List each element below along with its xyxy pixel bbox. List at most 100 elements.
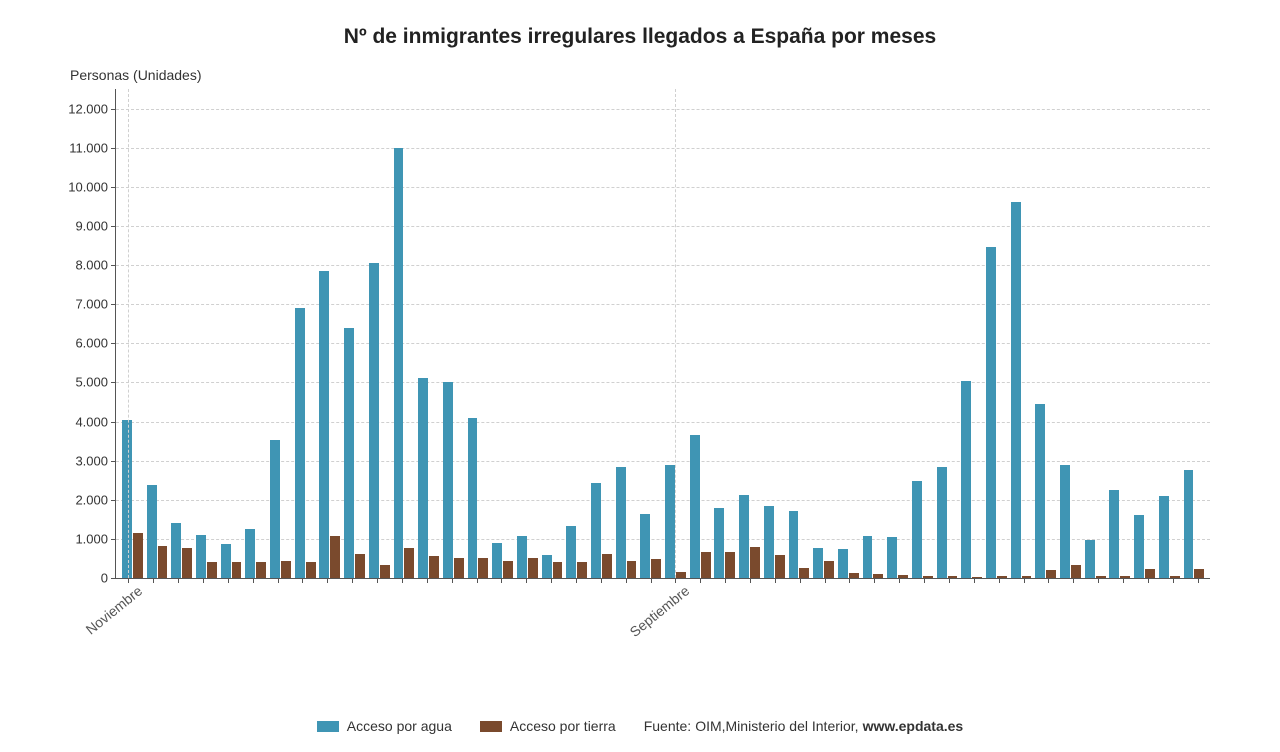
bar-tierra [454, 558, 464, 578]
month-group [762, 89, 787, 578]
bar-tierra [1170, 576, 1180, 578]
month-group [737, 89, 762, 578]
bar-tierra [553, 562, 563, 578]
xtick-mark [949, 578, 950, 583]
bar-agua [616, 467, 626, 578]
bar-tierra [158, 546, 168, 578]
bar-tierra [1120, 576, 1130, 578]
xtick-mark [551, 578, 552, 583]
chart-title: Nº de inmigrantes irregulares llegados a… [70, 25, 1210, 49]
bar-agua [764, 506, 774, 578]
bar-tierra [1145, 569, 1155, 578]
bar-agua [221, 544, 231, 578]
xtick-mark [178, 578, 179, 583]
xtick-mark [1123, 578, 1124, 583]
ytick-label: 5.000 [75, 375, 116, 390]
bar-agua [517, 536, 527, 578]
bar-agua [640, 514, 650, 578]
bar-agua [122, 420, 132, 578]
month-group [441, 89, 466, 578]
bar-agua [196, 535, 206, 578]
month-group [540, 89, 565, 578]
xtick-mark [427, 578, 428, 583]
bar-tierra [207, 562, 217, 578]
bar-agua [1060, 465, 1070, 578]
month-group [416, 89, 441, 578]
bar-agua [690, 435, 700, 578]
month-group [1009, 89, 1034, 578]
bar-agua [418, 378, 428, 578]
xtick-mark [924, 578, 925, 583]
bar-agua [986, 247, 996, 578]
bar-agua [591, 483, 601, 578]
bar-agua [714, 508, 724, 578]
bar-agua [813, 548, 823, 578]
source-text: Fuente: OIM,Ministerio del Interior, www… [644, 718, 964, 734]
plot-area: 01.0002.0003.0004.0005.0006.0007.0008.00… [115, 89, 1210, 579]
month-group [688, 89, 713, 578]
xtick-mark [750, 578, 751, 583]
bar-agua [961, 381, 971, 578]
ytick-label: 4.000 [75, 414, 116, 429]
xtick-mark [700, 578, 701, 583]
ytick-label: 9.000 [75, 218, 116, 233]
xtick-mark [1048, 578, 1049, 583]
bar-tierra [404, 548, 414, 579]
bar-agua [838, 549, 848, 578]
bar-agua [863, 536, 873, 578]
xtick-mark [402, 578, 403, 583]
source-site: www.epdata.es [863, 718, 964, 734]
ytick-label: 2.000 [75, 492, 116, 507]
bar-tierra [330, 536, 340, 578]
bar-agua [344, 328, 354, 578]
bar-agua [1159, 496, 1169, 578]
ytick-label: 10.000 [68, 179, 116, 194]
xtick-mark [253, 578, 254, 583]
bar-tierra [133, 533, 143, 578]
xtick-mark [1148, 578, 1149, 583]
xtick-mark [1098, 578, 1099, 583]
xtick-mark [1173, 578, 1174, 583]
xtick-mark [874, 578, 875, 583]
xtick-mark [800, 578, 801, 583]
bar-tierra [306, 562, 316, 578]
month-group [935, 89, 960, 578]
bar-tierra [232, 562, 242, 578]
xtick-mark [576, 578, 577, 583]
month-group [194, 89, 219, 578]
xtick-mark [452, 578, 453, 583]
chart-container: Nº de inmigrantes irregulares llegados a… [0, 0, 1280, 752]
bar-tierra [182, 548, 192, 578]
month-group [392, 89, 417, 578]
bar-tierra [528, 558, 538, 578]
xtick-mark [153, 578, 154, 583]
bar-tierra [577, 562, 587, 578]
xtick-mark [626, 578, 627, 583]
ytick-label: 0 [101, 571, 116, 586]
xtick-mark [725, 578, 726, 583]
ytick-label: 12.000 [68, 101, 116, 116]
bar-tierra [1194, 569, 1204, 578]
legend-label-tierra: Acceso por tierra [510, 718, 616, 734]
bar-tierra [478, 558, 488, 578]
legend: Acceso por agua Acceso por tierra Fuente… [0, 718, 1280, 734]
xtick-mark [352, 578, 353, 583]
month-group [614, 89, 639, 578]
month-group [243, 89, 268, 578]
bar-tierra [256, 562, 266, 578]
bar-agua [937, 467, 947, 578]
month-group [589, 89, 614, 578]
bar-tierra [725, 552, 735, 578]
bar-agua [245, 529, 255, 578]
month-group [787, 89, 812, 578]
month-group [219, 89, 244, 578]
bar-agua [295, 308, 305, 578]
month-group [861, 89, 886, 578]
bar-agua [319, 271, 329, 578]
bar-agua [369, 263, 379, 578]
month-group [268, 89, 293, 578]
month-group [836, 89, 861, 578]
month-group [910, 89, 935, 578]
month-group [713, 89, 738, 578]
month-group [342, 89, 367, 578]
